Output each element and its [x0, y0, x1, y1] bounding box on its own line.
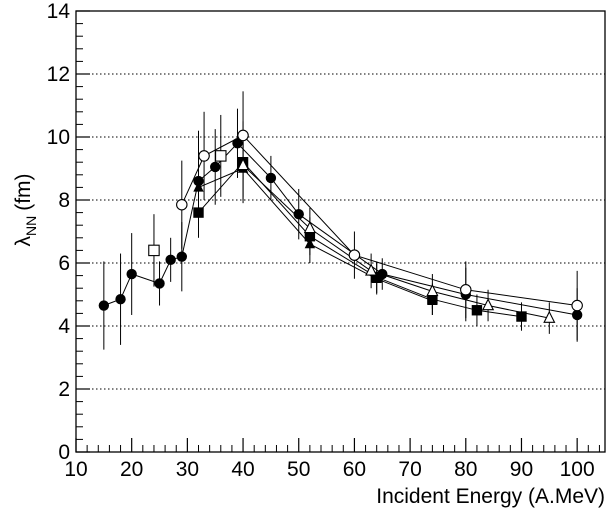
filled-triangle-marker [193, 181, 204, 192]
open-triangle-marker [481, 298, 495, 311]
open-triangle-marker [365, 263, 378, 276]
filled-circle-marker [98, 300, 110, 311]
y-axis-unit: (fm) [12, 173, 35, 210]
y-axis-subscript: NN [23, 216, 39, 236]
x-tick-label-10: 10 [64, 458, 87, 481]
axis-ticks [75, 10, 600, 453]
open-circle-marker [460, 284, 472, 296]
open-triangle-marker [236, 157, 250, 171]
filled-circle-marker [115, 294, 126, 305]
filled-square-marker [304, 231, 316, 242]
open-triangle-marker [543, 310, 556, 323]
grid-lines [76, 10, 605, 390]
filled-circle-marker [165, 254, 176, 266]
y-axis-symbol: λ [12, 236, 35, 247]
tick-labels: 0 2 4 6 8 10 12 14 10 20 30 40 50 60 70 80 90 100 [47, 0, 595, 481]
x-tick-label-60: 60 [343, 458, 366, 481]
series-line-2 [198, 161, 522, 318]
filled-square-marker [516, 311, 527, 322]
filled-circle-marker [265, 172, 277, 184]
data-series [98, 91, 583, 350]
x-tick-label-20: 20 [120, 458, 143, 481]
x-tick-label-30: 30 [176, 458, 199, 481]
filled-triangle-marker [304, 237, 316, 249]
filled-triangle-marker [427, 294, 438, 305]
open-square-marker [148, 244, 160, 257]
y-tick-label-4: 4 [58, 315, 70, 338]
y-tick-label-6: 6 [58, 252, 70, 275]
filled-circle-marker [232, 138, 243, 149]
open-circle-marker [237, 129, 249, 142]
y-tick-label-12: 12 [47, 63, 70, 86]
filled-circle-marker [293, 208, 304, 220]
filled-circle-marker [154, 278, 165, 289]
filled-square-marker [471, 305, 483, 316]
x-tick-label-100: 100 [560, 458, 595, 481]
x-tick-label-90: 90 [510, 458, 533, 481]
filled-circle-marker [176, 251, 187, 262]
filled-square-marker [193, 207, 204, 218]
y-tick-label-14: 14 [47, 0, 71, 23]
x-tick-label-70: 70 [398, 458, 421, 481]
x-axis-title: Incident Energy (A.MeV) [376, 485, 605, 508]
x-tick-label-80: 80 [454, 458, 477, 481]
series-line-3 [198, 167, 433, 302]
x-tick-label-50: 50 [287, 458, 310, 481]
filled-triangle-marker [371, 272, 382, 283]
y-axis-title: λNN (fm) [12, 173, 39, 246]
filled-circle-marker [210, 161, 221, 173]
plot-frame [75, 10, 606, 453]
open-circle-marker [176, 198, 188, 211]
y-tick-label-10: 10 [47, 126, 70, 149]
y-tick-label-2: 2 [58, 378, 70, 401]
filled-circle-marker [193, 175, 204, 187]
filled-circle-marker [126, 268, 137, 280]
open-square-marker [215, 150, 227, 162]
open-circle-marker [348, 249, 361, 261]
y-tick-label-0: 0 [58, 441, 70, 464]
open-circle-marker [571, 299, 583, 312]
open-triangle-marker [426, 283, 439, 297]
open-triangle-marker [303, 220, 316, 234]
filled-circle-marker [571, 309, 583, 321]
open-circle-marker [198, 150, 210, 162]
y-tick-label-8: 8 [58, 189, 70, 212]
x-tick-label-40: 40 [231, 458, 254, 481]
series-line-0 [103, 142, 578, 316]
